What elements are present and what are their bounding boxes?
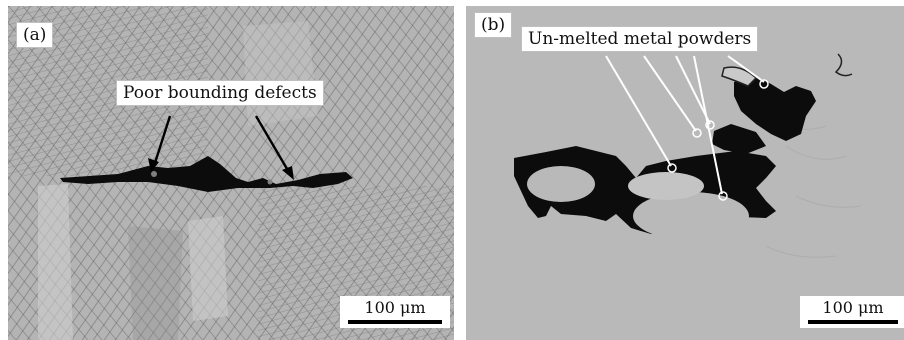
micrograph-panel-b: (b) Un-melted metal powders 100 μm: [466, 6, 904, 340]
annotation-unmelted-powders: Un-melted metal powders: [521, 26, 759, 52]
annotation-poor-bounding: Poor bounding defects: [116, 80, 324, 106]
scale-label-b: 100 μm: [822, 298, 884, 317]
defect-void: [60, 156, 353, 192]
scale-bar-line-b: [808, 320, 898, 324]
scale-bar-line-a: [348, 320, 442, 324]
scale-bar-b: 100 μm: [800, 296, 904, 328]
pore-upper-right: [734, 76, 816, 141]
micrograph-b-image: [466, 6, 904, 340]
micrograph-panel-a: (a) Poor bounding defects 100 μm: [8, 6, 454, 340]
micrograph-a-image: [8, 6, 454, 340]
scale-label-a: 100 μm: [364, 298, 426, 317]
scale-bar-a: 100 μm: [340, 296, 450, 328]
panel-tag-a: (a): [16, 22, 54, 48]
panel-tag-b: (b): [474, 12, 513, 38]
